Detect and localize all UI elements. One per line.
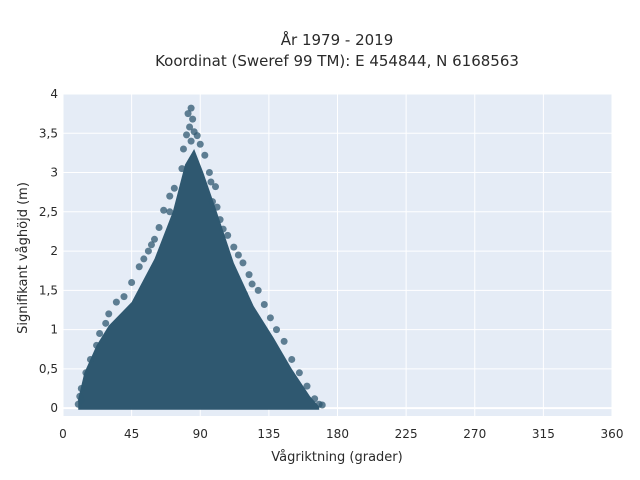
x-tick-label: 315 [532,427,555,441]
y-tick-labels: 0 0,5 1 1,5 2 2,5 3 3,5 4 [39,87,58,415]
y-tick-label: 2 [50,244,58,258]
scatter-point [201,151,209,159]
x-tick-label: 360 [601,427,624,441]
scatter-point [166,208,174,216]
scatter-point [82,369,90,377]
scatter-point [240,290,248,298]
scatter-point [128,278,136,286]
x-tick-label: 225 [395,427,418,441]
scatter-point [187,104,195,112]
x-tick-labels: 0 45 90 135 180 225 270 315 360 [59,427,623,441]
scatter-point [311,395,319,403]
scatter-point [245,271,253,279]
x-tick-label: 180 [326,427,349,441]
y-tick-label: 1,5 [39,283,58,297]
x-tick-label: 90 [193,427,208,441]
scatter-point [208,198,216,206]
y-tick-label: 2,5 [39,205,58,219]
scatter-point [183,131,191,139]
scatter-point [207,178,215,186]
scatter-point [77,385,85,393]
scatter-point [166,192,174,200]
scatter-point [213,203,221,211]
scatter-point [96,330,104,338]
scatter-point [155,224,163,232]
scatter-point [93,341,101,349]
scatter-point [170,184,178,192]
y-tick-label: 3 [50,166,58,180]
scatter-point [76,392,84,400]
scatter-point [186,123,194,131]
scatter-point [178,165,186,173]
scatter-point [254,286,262,294]
scatter-point [260,300,268,308]
scatter-point [147,241,155,249]
scatter-point [179,145,187,153]
scatter-point [102,319,110,327]
scatter-point [248,280,256,288]
scatter-point [184,110,192,118]
scatter-point [318,401,326,409]
scatter-point [216,216,224,224]
y-tick-label: 3,5 [39,126,58,140]
scatter-point [239,259,247,267]
scatter-point [230,243,238,251]
data-points [74,104,326,410]
scatter-point [295,369,303,377]
scatter-point [112,298,120,306]
scatter-point [212,183,219,191]
scatter-point [280,337,288,345]
x-tick-label: 45 [124,427,139,441]
scatter-point [144,247,152,255]
chart-subtitle: Koordinat (Sweref 99 TM): E 454844, N 61… [155,52,519,70]
scatter-point [196,140,204,148]
scatter-point [105,310,113,318]
chart-title: År 1979 - 2019 [281,30,394,49]
scatter-point [193,132,201,140]
dense-scatter-region [78,148,320,410]
y-tick-label: 1 [50,323,58,337]
y-tick-label: 0,5 [39,362,58,376]
scatter-point [219,225,227,233]
y-axis-label: Signifikant våghöjd (m) [16,182,31,334]
y-tick-label: 4 [50,87,58,101]
scatter-point [140,255,148,263]
scatter-point [205,169,213,177]
scatter-point [234,251,242,259]
scatter-point [120,293,128,301]
scatter-point [86,355,94,363]
scatter-point [135,263,143,271]
x-tick-label: 0 [59,427,67,441]
scatter-point [303,382,311,390]
scatter-point [187,137,195,145]
scatter-point [160,206,168,214]
x-tick-label: 270 [463,427,486,441]
x-axis-label: Vågriktning (grader) [271,450,402,465]
scatter-point [224,231,232,239]
scatter-point [266,314,274,322]
scatter-point [288,355,296,363]
scatter-point [189,115,197,123]
x-tick-label: 135 [257,427,280,441]
scatter-point [151,235,158,243]
scatter-point [273,326,280,334]
y-tick-label: 0 [50,401,58,415]
